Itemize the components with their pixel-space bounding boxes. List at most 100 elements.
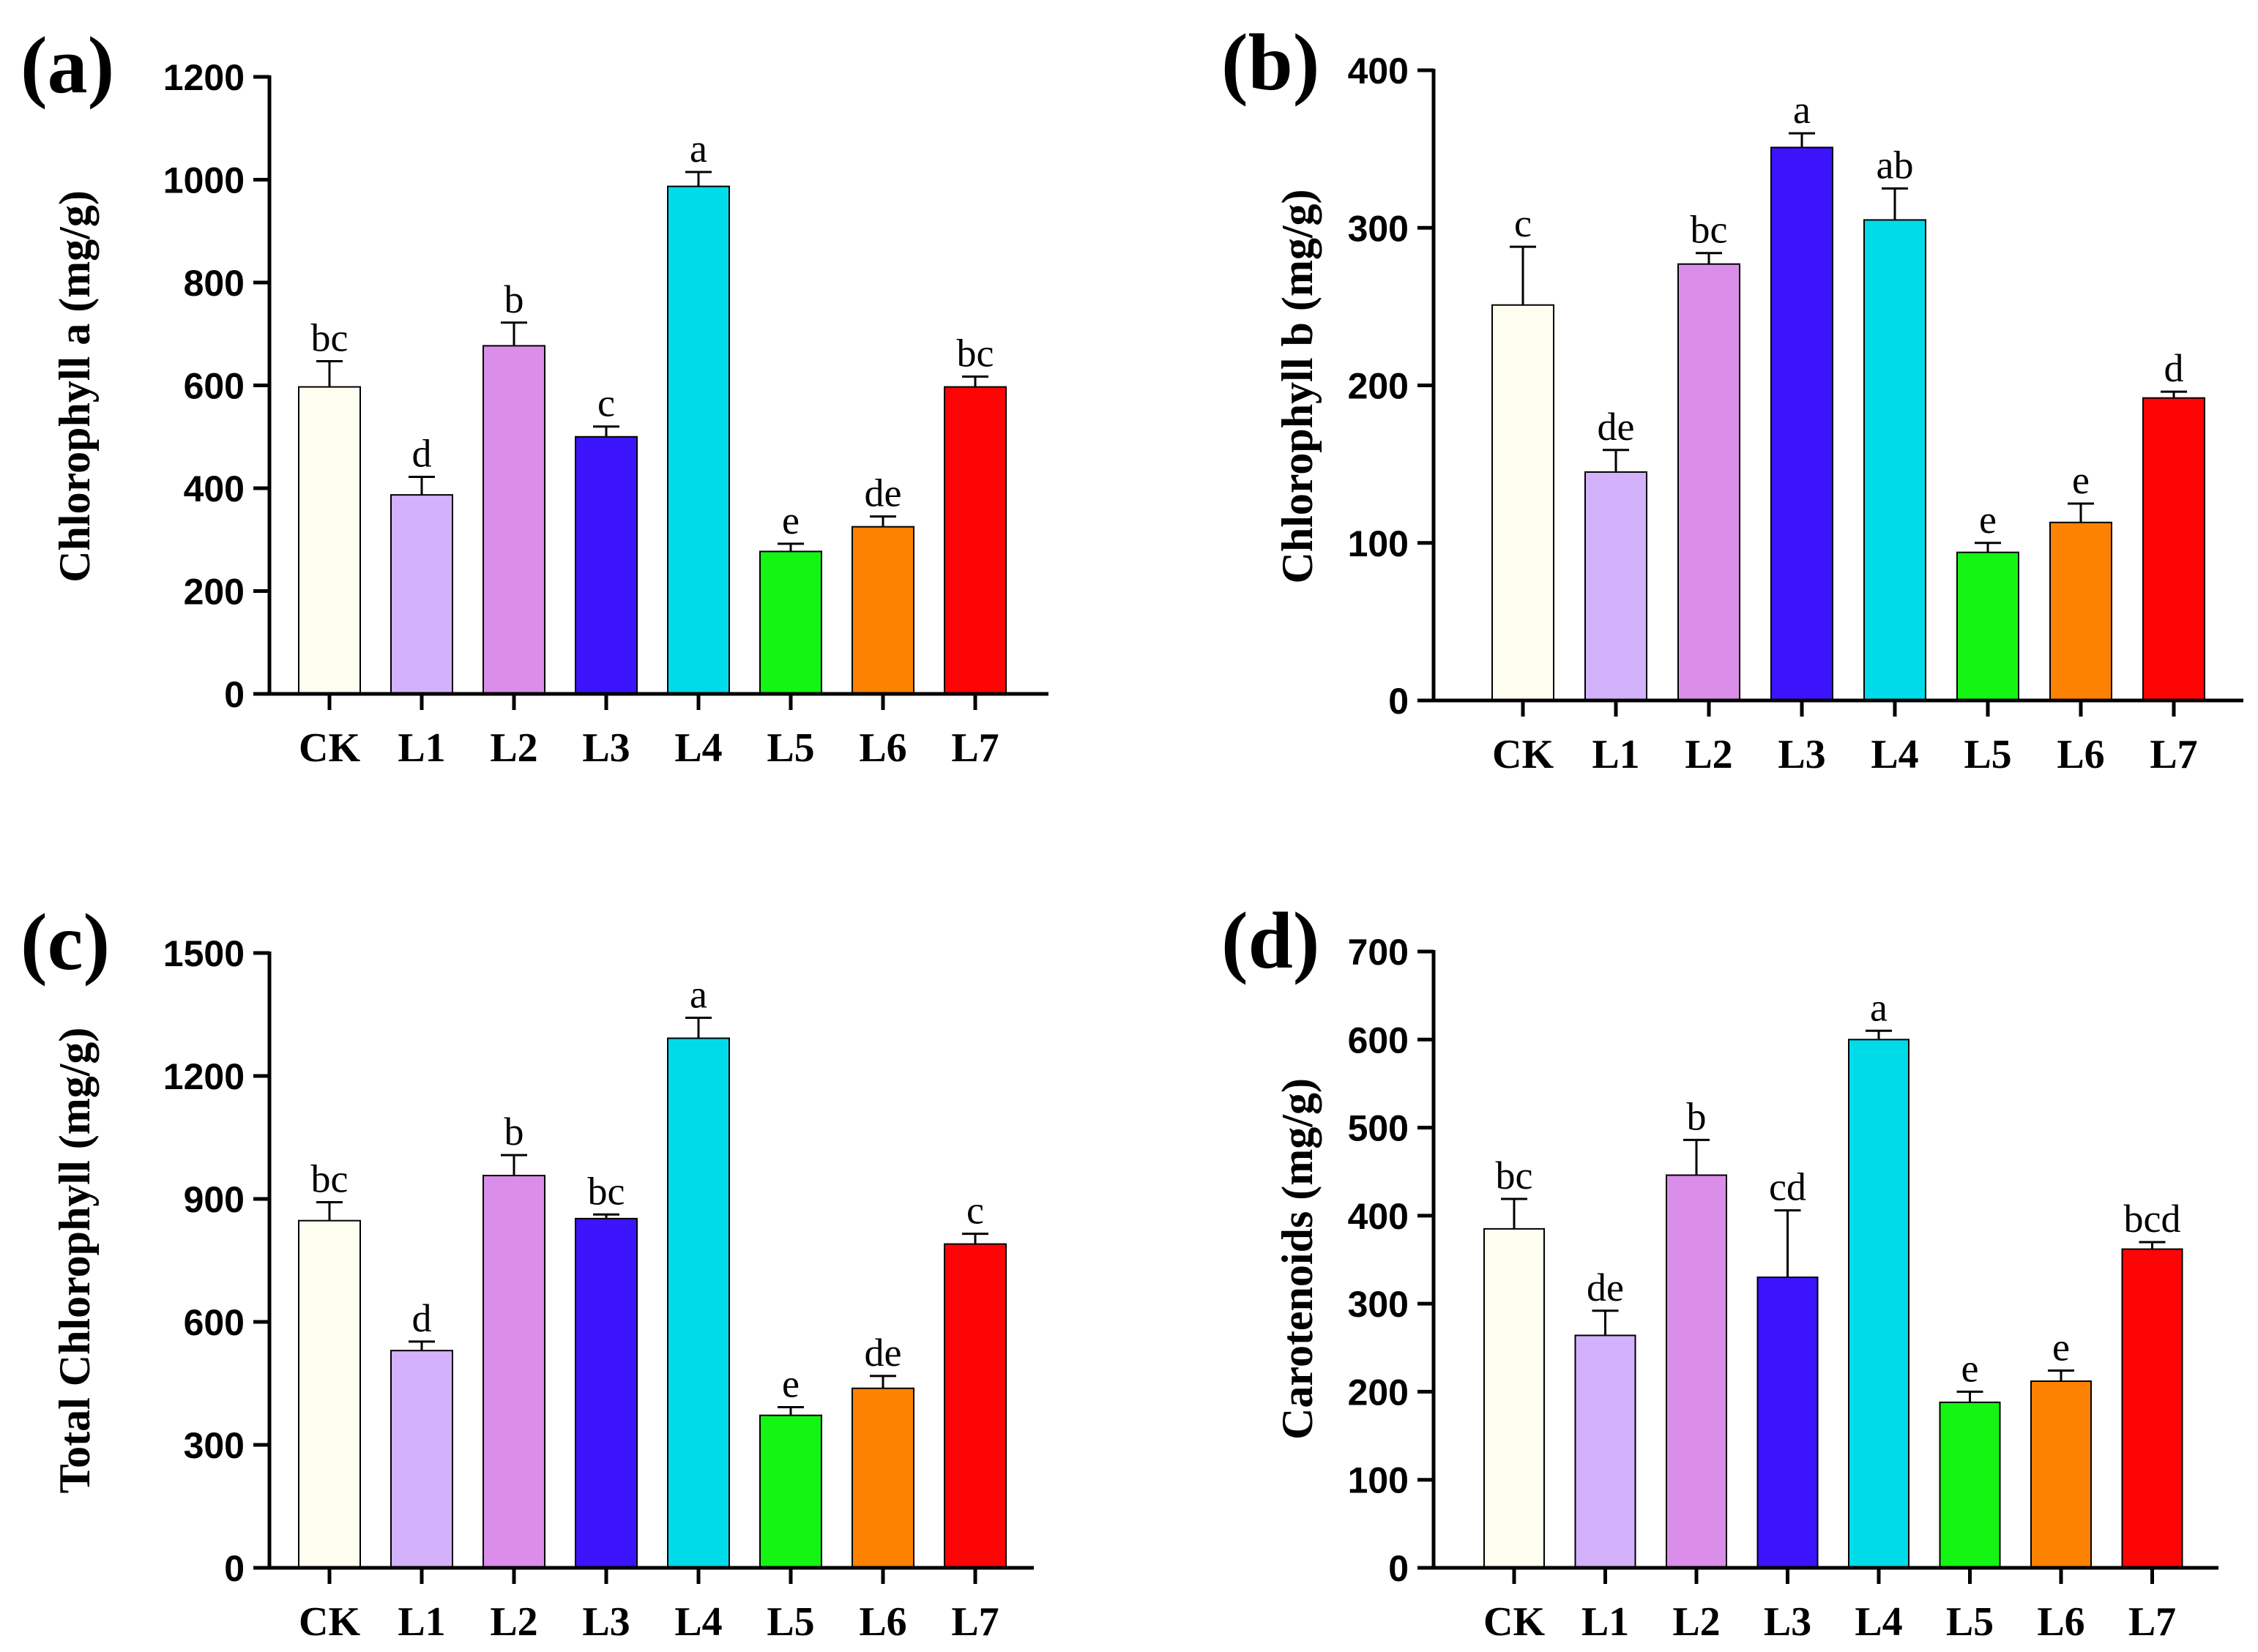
- x-tick-label: L1: [398, 725, 445, 771]
- significance-label: c: [966, 1189, 984, 1233]
- y-tick-label: 100: [1348, 1460, 1409, 1501]
- y-tick-label: 700: [1348, 932, 1409, 973]
- y-axis-label: Chlorophyll a (mg/g): [51, 190, 99, 583]
- y-tick-label: 1000: [163, 160, 245, 201]
- panel-label: (d): [1221, 896, 1319, 985]
- significance-label: c: [1514, 201, 1532, 245]
- significance-label: a: [1870, 985, 1888, 1029]
- y-tick-label: 0: [224, 1548, 245, 1589]
- bar-l1: [1574, 1334, 1636, 1569]
- x-tick-label: CK: [1483, 1599, 1545, 1645]
- significance-label: bc: [1496, 1154, 1533, 1197]
- bar-l3: [1756, 1277, 1819, 1569]
- y-tick-label: 400: [184, 468, 245, 509]
- y-tick-label: 1500: [163, 933, 245, 974]
- significance-label: bc: [311, 315, 349, 359]
- x-tick-label: L4: [1871, 732, 1918, 777]
- x-tick-label: L2: [490, 1599, 537, 1645]
- significance-label: e: [2072, 458, 2090, 502]
- y-tick-label: 900: [184, 1179, 245, 1220]
- bar-l2: [1666, 1174, 1727, 1569]
- y-tick-label: 800: [184, 263, 245, 304]
- y-tick-label: 1200: [163, 57, 245, 98]
- bar-ck: [1491, 304, 1554, 702]
- bar-l7: [944, 1243, 1007, 1569]
- bar-l7: [2142, 397, 2205, 701]
- significance-label: bc: [588, 1169, 625, 1213]
- y-axis-label: Total Chlorophyll (mg/g): [51, 1028, 99, 1494]
- x-tick-label: L3: [582, 1599, 630, 1645]
- panel-label: (c): [21, 897, 110, 987]
- y-tick-label: 200: [1348, 366, 1409, 407]
- x-tick-label: L4: [674, 725, 722, 771]
- chart-panel-1: (a) Chlorophyll a (mg/g) bc CK d L1 b L2 c L3 a L4 e…: [21, 20, 1048, 771]
- y-tick-label: 1200: [163, 1056, 245, 1097]
- x-tick-label: L5: [1946, 1599, 1994, 1645]
- y-tick-label: 400: [1348, 51, 1409, 91]
- bar-l2: [1677, 263, 1740, 701]
- x-tick-label: L5: [767, 1599, 814, 1645]
- chart-panel-4: (d) Carotenoids (mg/g) bc CK de L1 b L2 cd L3 a L4 e…: [1221, 896, 2218, 1645]
- y-tick-label: 300: [184, 1425, 245, 1466]
- significance-label: d: [412, 432, 432, 476]
- bar-l6: [852, 1387, 914, 1569]
- chart-panel-2: (b)Chlorophyll b (mg/g) cCKdeL1bcL2aL3abL…: [1221, 18, 2243, 777]
- x-tick-label: CK: [299, 725, 360, 771]
- y-tick-label: 200: [1348, 1372, 1409, 1413]
- significance-label: bc: [957, 332, 994, 375]
- significance-label: de: [865, 471, 902, 515]
- y-axis-label: Chlorophyll b (mg/g): [1273, 190, 1322, 584]
- bar-l3: [575, 436, 638, 695]
- bar-l3: [1770, 146, 1833, 702]
- x-tick-label: L4: [674, 1599, 722, 1645]
- significance-label: c: [597, 381, 615, 425]
- y-tick-label: 200: [184, 572, 245, 613]
- significance-label: bc: [1691, 208, 1728, 252]
- bar-l2: [482, 345, 545, 695]
- x-tick-label: L2: [1685, 732, 1732, 777]
- significance-label: de: [1598, 405, 1635, 449]
- bar-l6: [2049, 521, 2112, 702]
- significance-label: ab: [1877, 143, 1914, 187]
- x-tick-label: L4: [1855, 1599, 1902, 1645]
- y-tick-label: 100: [1348, 523, 1409, 564]
- bar-l4: [667, 1037, 730, 1569]
- x-tick-label: L3: [582, 725, 630, 771]
- x-tick-label: L3: [1778, 732, 1825, 777]
- panel-label: (b): [1221, 18, 1319, 107]
- bar-l6: [852, 526, 914, 695]
- bar-l3: [575, 1217, 638, 1569]
- y-tick-label: 0: [1388, 1548, 1409, 1589]
- significance-label: bcd: [2124, 1197, 2181, 1241]
- bar-l6: [2030, 1380, 2092, 1569]
- bar-l4: [1863, 219, 1926, 701]
- x-tick-label: CK: [299, 1599, 360, 1645]
- bar-l5: [1956, 551, 2019, 701]
- significance-label: de: [865, 1331, 902, 1375]
- significance-label: de: [1587, 1266, 1624, 1309]
- significance-label: b: [504, 277, 524, 321]
- x-tick-label: L7: [2128, 1599, 2176, 1645]
- bar-l7: [944, 386, 1007, 695]
- significance-label: e: [782, 1361, 800, 1405]
- significance-label: cd: [1769, 1165, 1806, 1209]
- significance-label: b: [504, 1110, 524, 1154]
- y-axis-label: Carotenoids (mg/g): [1273, 1078, 1322, 1440]
- x-tick-label: L6: [2037, 1599, 2084, 1645]
- significance-label: b: [1687, 1094, 1707, 1138]
- y-tick-label: 600: [184, 366, 245, 407]
- bar-l2: [482, 1175, 545, 1569]
- significance-label: e: [1979, 498, 1997, 542]
- x-tick-label: L7: [2150, 732, 2197, 777]
- x-tick-label: L5: [767, 725, 814, 771]
- x-tick-label: L1: [1592, 732, 1639, 777]
- x-tick-label: L2: [1672, 1599, 1720, 1645]
- bar-l1: [390, 1350, 453, 1569]
- panel-label: (a): [21, 20, 114, 110]
- significance-label: e: [2052, 1326, 2070, 1369]
- y-tick-label: 0: [224, 674, 245, 715]
- x-tick-label: L6: [859, 725, 906, 771]
- significance-label: a: [690, 127, 707, 171]
- bar-ck: [298, 386, 361, 695]
- significance-label: e: [1961, 1346, 1979, 1390]
